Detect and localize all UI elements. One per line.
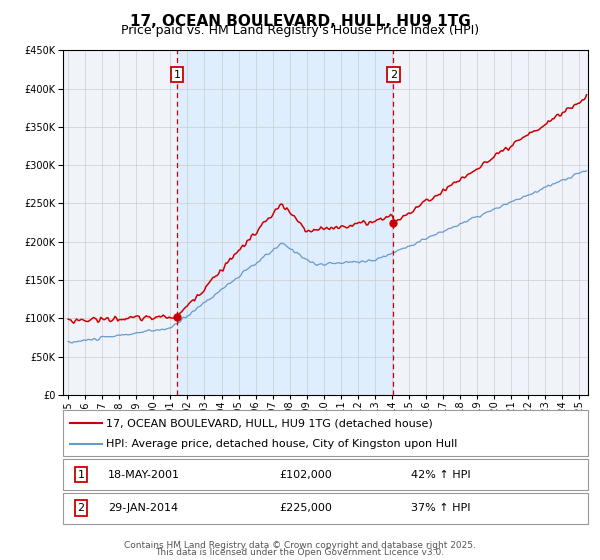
Text: HPI: Average price, detached house, City of Kingston upon Hull: HPI: Average price, detached house, City… [106, 438, 458, 449]
Text: £225,000: £225,000 [279, 503, 332, 513]
Text: 2: 2 [390, 69, 397, 80]
Text: This data is licensed under the Open Government Licence v3.0.: This data is licensed under the Open Gov… [155, 548, 445, 557]
Text: 29-JAN-2014: 29-JAN-2014 [108, 503, 178, 513]
Text: 17, OCEAN BOULEVARD, HULL, HU9 1TG: 17, OCEAN BOULEVARD, HULL, HU9 1TG [130, 14, 470, 29]
Text: 2: 2 [77, 503, 85, 513]
Text: 42% ↑ HPI: 42% ↑ HPI [411, 470, 470, 479]
Text: 1: 1 [173, 69, 181, 80]
Bar [177, 50, 394, 395]
Text: 1: 1 [77, 470, 85, 479]
Text: Price paid vs. HM Land Registry's House Price Index (HPI): Price paid vs. HM Land Registry's House … [121, 24, 479, 37]
Text: £102,000: £102,000 [279, 470, 332, 479]
Text: 17, OCEAN BOULEVARD, HULL, HU9 1TG (detached house): 17, OCEAN BOULEVARD, HULL, HU9 1TG (deta… [106, 418, 433, 428]
Text: Contains HM Land Registry data © Crown copyright and database right 2025.: Contains HM Land Registry data © Crown c… [124, 541, 476, 550]
Text: 37% ↑ HPI: 37% ↑ HPI [411, 503, 470, 513]
Text: 18-MAY-2001: 18-MAY-2001 [108, 470, 180, 479]
